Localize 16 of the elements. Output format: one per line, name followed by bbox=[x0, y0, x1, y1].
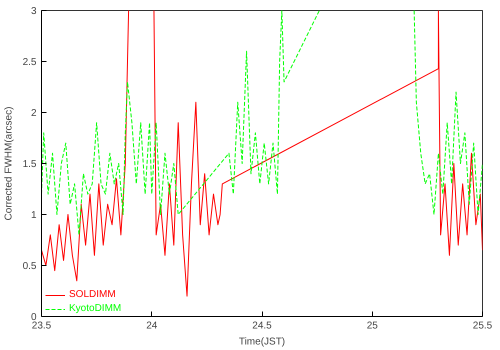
y-tick-label: 3 bbox=[30, 6, 37, 17]
y-tick-label: 1 bbox=[30, 210, 37, 221]
x-axis-title: Time(JST) bbox=[238, 336, 286, 348]
y-tick-label: 0 bbox=[30, 312, 37, 323]
x-tick-label: 25 bbox=[366, 320, 378, 332]
y-tick-label: 0.5 bbox=[22, 261, 37, 272]
y-tick-label: 2 bbox=[30, 108, 37, 119]
y-axis-title: Corrected FWHM(arcsec) bbox=[4, 106, 15, 220]
x-tick-label: 24 bbox=[146, 320, 158, 332]
y-tick-label: 2.5 bbox=[22, 57, 37, 68]
x-tick-label: 23.5 bbox=[32, 320, 52, 332]
x-tick-label: 24.5 bbox=[252, 320, 272, 332]
legend-label: SOLDIMM bbox=[69, 289, 116, 300]
y-tick-label: 1.5 bbox=[22, 159, 37, 170]
legend-label: KyotoDIMM bbox=[69, 303, 122, 314]
x-tick-label: 25.5 bbox=[472, 320, 493, 332]
